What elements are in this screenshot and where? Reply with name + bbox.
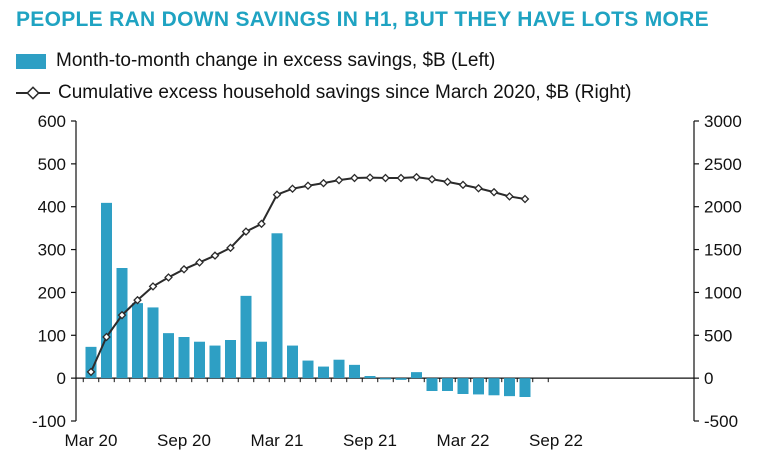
bar-2021-08 [349, 364, 360, 379]
line-point-2020-06 [133, 295, 142, 305]
left-tick-label: 100 [38, 326, 66, 345]
line-point-2022-01 [427, 174, 437, 184]
bar-2021-01 [240, 295, 252, 379]
line-point-2020-07 [148, 282, 158, 291]
legend-item-bar: Month-to-month change in excess savings,… [16, 48, 495, 74]
bar-2022-05 [488, 378, 500, 396]
x-tick-label: Sep 21 [343, 431, 397, 450]
right-tick-label: 2500 [704, 155, 742, 174]
left-tick-label: 400 [38, 198, 66, 217]
bar-2021-10 [380, 378, 391, 380]
line-point-2021-08 [350, 173, 359, 183]
bar-2021-09 [364, 376, 376, 379]
right-tick-label: 2000 [704, 198, 742, 217]
right-tick-label: 500 [704, 326, 732, 345]
bar-2021-12 [411, 372, 422, 379]
line-point-2021-09 [365, 173, 375, 182]
line-point-2021-07 [334, 175, 344, 185]
bar-2020-12 [225, 340, 236, 379]
left-tick-label: 600 [38, 112, 66, 131]
line-point-2022-03 [458, 180, 468, 190]
bar-2020-04 [101, 202, 112, 379]
bar-2020-07 [147, 307, 159, 379]
left-tick-label: 500 [38, 155, 66, 174]
line-point-2020-11 [210, 251, 220, 260]
line-point-2021-12 [412, 172, 421, 182]
bar-2021-06 [318, 366, 329, 379]
line-point-2022-04 [474, 183, 483, 193]
line-point-2020-08 [164, 273, 173, 282]
x-tick-label: Mar 22 [437, 431, 490, 450]
legend-bar-swatch [16, 53, 46, 69]
line-point-2021-10 [381, 173, 390, 183]
line-point-2021-11 [396, 173, 406, 183]
chart-title: PEOPLE RAN DOWN SAVINGS IN H1, BUT THEY … [16, 8, 709, 31]
line-point-2021-04 [288, 184, 297, 194]
left-tick-label: 0 [57, 369, 66, 388]
line-point-2020-04 [102, 332, 111, 342]
line-point-2022-05 [489, 187, 499, 197]
bar-2022-03 [457, 378, 469, 394]
bar-2021-07 [333, 359, 345, 379]
bar-2021-05 [302, 360, 314, 379]
legend-item-line: Cumulative excess household savings sinc… [16, 80, 631, 106]
right-tick-label: 0 [704, 369, 713, 388]
right-tick-label: 1000 [704, 283, 742, 302]
bar-2022-04 [473, 378, 484, 395]
bar-2022-01 [426, 378, 438, 391]
line-point-2020-05 [117, 310, 127, 320]
x-tick-label: Sep 22 [529, 431, 583, 450]
left-tick-label: 300 [38, 241, 66, 260]
legend-bar-label: Month-to-month change in excess savings,… [56, 50, 496, 71]
bar-2020-03 [85, 346, 97, 379]
line-point-2020-03 [86, 367, 96, 377]
bar-2021-11 [395, 378, 407, 380]
line-point-2022-07 [520, 194, 530, 204]
x-tick-label: Sep 20 [157, 431, 211, 450]
bar-2022-06 [504, 378, 515, 397]
bar-2020-05 [116, 268, 128, 379]
legend-line-label: Cumulative excess household savings sinc… [58, 82, 632, 103]
bar-2021-02 [256, 341, 267, 379]
right-tick-label: -500 [704, 412, 738, 431]
line-point-2022-06 [505, 192, 514, 201]
bar-2020-11 [209, 345, 221, 379]
left-tick-label: -100 [32, 412, 66, 431]
line-point-2021-01 [241, 227, 251, 236]
line-point-2020-09 [179, 264, 189, 274]
bar-2022-07 [519, 378, 531, 397]
x-tick-label: Mar 20 [65, 431, 118, 450]
line-point-2022-02 [443, 177, 452, 187]
x-tick-label: Mar 21 [251, 431, 304, 450]
line-point-2020-12 [226, 243, 235, 253]
bar-2020-10 [194, 341, 205, 379]
line-point-2021-02 [257, 219, 266, 229]
line-point-2021-03 [272, 190, 282, 200]
bar-2021-03 [271, 233, 283, 379]
line-point-2021-06 [319, 178, 328, 188]
bar-2020-06 [132, 303, 143, 379]
left-tick-label: 200 [38, 283, 66, 302]
right-tick-label: 1500 [704, 241, 742, 260]
legend-line-swatch [16, 86, 50, 100]
line-point-2020-10 [195, 258, 204, 267]
bar-2022-02 [442, 378, 453, 391]
line-point-2021-05 [303, 181, 313, 191]
right-tick-label: 3000 [704, 112, 742, 131]
bar-2020-09 [178, 337, 190, 379]
bar-2021-04 [287, 345, 298, 379]
bar-2020-08 [163, 333, 174, 379]
